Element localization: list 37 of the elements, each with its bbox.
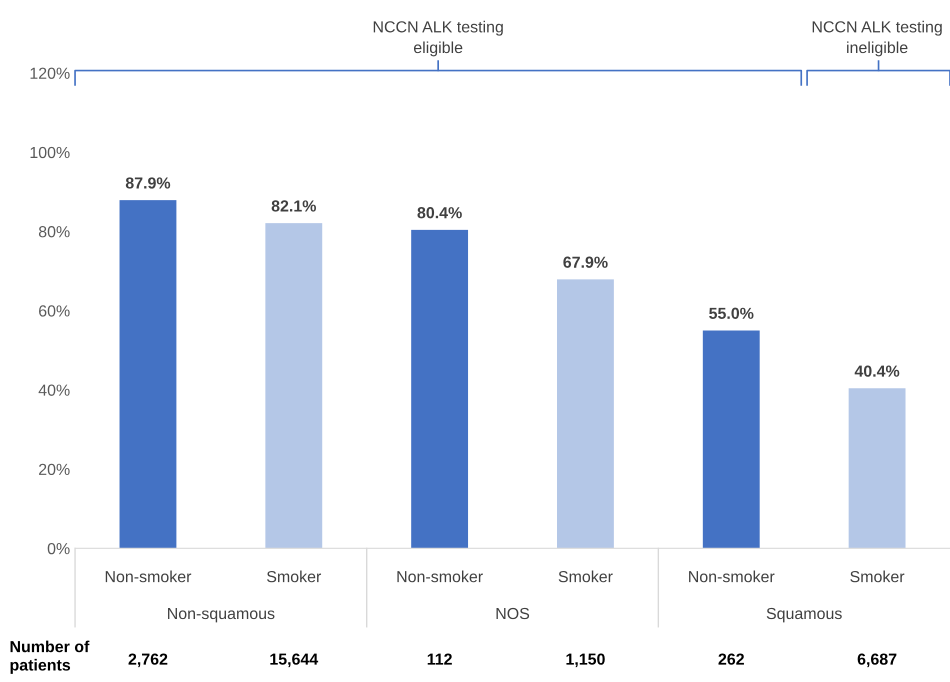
y-tick-label: 40% xyxy=(38,384,70,396)
text: 262 xyxy=(718,653,744,665)
text: 2,762 xyxy=(128,653,168,668)
y-tick-label: 60% xyxy=(39,305,70,317)
data-label: 40.4% xyxy=(854,365,900,377)
bar xyxy=(557,279,614,548)
text: NCCN ALK testing eligible xyxy=(374,20,503,56)
data-label: 82.1% xyxy=(272,200,316,212)
text: 1,150 xyxy=(566,653,605,668)
text: 112 xyxy=(428,653,452,665)
x-tick-label: Non-smoker xyxy=(689,570,774,582)
text: Squamous xyxy=(766,608,842,622)
text: NCCN ALK testing ineligible xyxy=(812,20,942,56)
bar xyxy=(848,388,906,548)
text: 15,644 xyxy=(270,653,318,668)
data-label: 80.4% xyxy=(417,207,462,218)
y-tick-label: 20% xyxy=(39,464,70,476)
data-label: 55.0% xyxy=(709,308,754,319)
bar xyxy=(411,230,468,548)
x-tick-label: Smoker xyxy=(558,570,613,582)
x-tick-label: Smoker xyxy=(850,570,904,582)
y-tick-label: 100% xyxy=(30,146,70,158)
x-tick-label: Non-smoker xyxy=(106,570,192,582)
x-tick-label: Non-smoker xyxy=(397,570,483,582)
bar xyxy=(265,223,322,548)
x-tick-label: Smoker xyxy=(267,570,322,582)
y-tick-label: 120% xyxy=(30,68,70,79)
text: Non-squamous xyxy=(168,608,274,622)
y-tick-label: 80% xyxy=(38,226,70,238)
text: Number of patients xyxy=(10,640,90,674)
y-tick-label: 0% xyxy=(48,542,70,554)
data-label: 87.9% xyxy=(126,177,170,189)
data-label: 67.9% xyxy=(563,256,608,268)
text: 6,687 xyxy=(858,653,896,668)
bar xyxy=(120,200,176,548)
bar xyxy=(702,330,760,548)
text: NOS xyxy=(496,608,530,620)
